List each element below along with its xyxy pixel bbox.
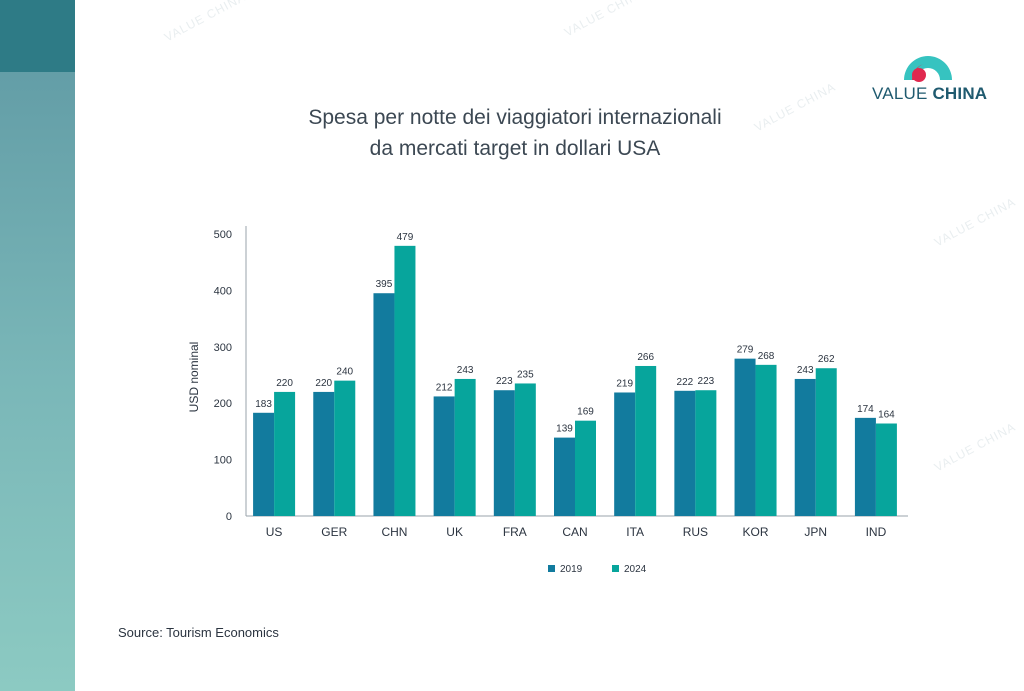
x-tick-label: KOR xyxy=(743,525,769,539)
bar xyxy=(635,365,657,516)
bar xyxy=(514,383,536,516)
brand-logo: VALUE CHINA xyxy=(872,50,988,106)
y-axis-label: USD nominal xyxy=(187,342,201,413)
bar xyxy=(854,417,876,516)
bar xyxy=(253,412,275,516)
x-tick-label: FRA xyxy=(503,525,527,539)
bar xyxy=(674,390,696,516)
data-label: 174 xyxy=(857,404,874,415)
bar xyxy=(433,396,455,516)
chart-title-line-2: da mercati target in dollari USA xyxy=(369,137,661,160)
data-label: 266 xyxy=(637,352,654,363)
data-label: 395 xyxy=(376,279,393,290)
logo-wordmark: VALUE CHINA xyxy=(872,84,988,103)
bar xyxy=(493,390,515,516)
x-tick-label: GER xyxy=(321,525,347,539)
data-label: 183 xyxy=(255,399,272,410)
legend-label: 2024 xyxy=(624,564,647,575)
data-label: 139 xyxy=(556,424,573,435)
y-tick-label: 500 xyxy=(214,229,232,241)
bar xyxy=(815,368,837,516)
y-tick-label: 200 xyxy=(214,398,232,410)
data-label: 243 xyxy=(797,365,814,376)
legend-swatch xyxy=(612,565,619,572)
x-tick-label: CHN xyxy=(381,525,407,539)
bar xyxy=(313,391,335,516)
data-label: 279 xyxy=(737,345,754,356)
data-label: 164 xyxy=(878,410,895,421)
bar xyxy=(695,390,717,516)
side-accent-bar xyxy=(0,0,75,691)
y-tick-label: 300 xyxy=(214,342,232,354)
data-label: 222 xyxy=(677,377,694,388)
y-tick-label: 0 xyxy=(226,511,232,523)
data-label: 219 xyxy=(616,378,633,389)
x-tick-label: JPN xyxy=(804,525,827,539)
data-label: 235 xyxy=(517,369,534,380)
x-tick-label: RUS xyxy=(683,525,708,539)
x-tick-label: UK xyxy=(446,525,463,539)
bar xyxy=(575,420,596,516)
data-label: 223 xyxy=(698,376,715,387)
data-label: 240 xyxy=(336,367,353,378)
bar xyxy=(794,378,816,516)
chart-title-line-1: Spesa per notte dei viaggiatori internaz… xyxy=(308,106,722,129)
bar xyxy=(554,437,575,516)
data-label: 220 xyxy=(315,378,332,389)
x-tick-label: ITA xyxy=(626,525,644,539)
data-label: 220 xyxy=(276,378,293,389)
bar xyxy=(334,380,356,516)
bar xyxy=(614,392,636,516)
data-label: 268 xyxy=(758,351,775,362)
bar xyxy=(734,358,756,516)
bar xyxy=(454,378,476,516)
source-note: Source: Tourism Economics xyxy=(118,625,279,640)
legend-swatch xyxy=(548,565,555,572)
data-label: 243 xyxy=(457,365,474,376)
x-tick-label: CAN xyxy=(562,525,587,539)
y-tick-label: 400 xyxy=(214,285,232,297)
y-tick-label: 100 xyxy=(214,455,232,467)
bar xyxy=(394,245,416,516)
x-tick-label: IND xyxy=(866,525,887,539)
bar xyxy=(875,423,897,516)
legend-label: 2019 xyxy=(560,564,583,575)
side-accent-top xyxy=(0,0,75,72)
bar xyxy=(373,293,395,516)
data-label: 262 xyxy=(818,354,835,365)
data-label: 169 xyxy=(577,407,594,418)
logo-arc-icon xyxy=(904,56,952,82)
data-label: 479 xyxy=(397,232,414,243)
bar xyxy=(755,364,777,516)
data-label: 212 xyxy=(436,382,453,393)
x-tick-label: US xyxy=(266,525,283,539)
data-label: 223 xyxy=(496,376,513,387)
chart-title: Spesa per notte dei viaggiatori internaz… xyxy=(230,102,800,164)
bar xyxy=(274,391,296,516)
